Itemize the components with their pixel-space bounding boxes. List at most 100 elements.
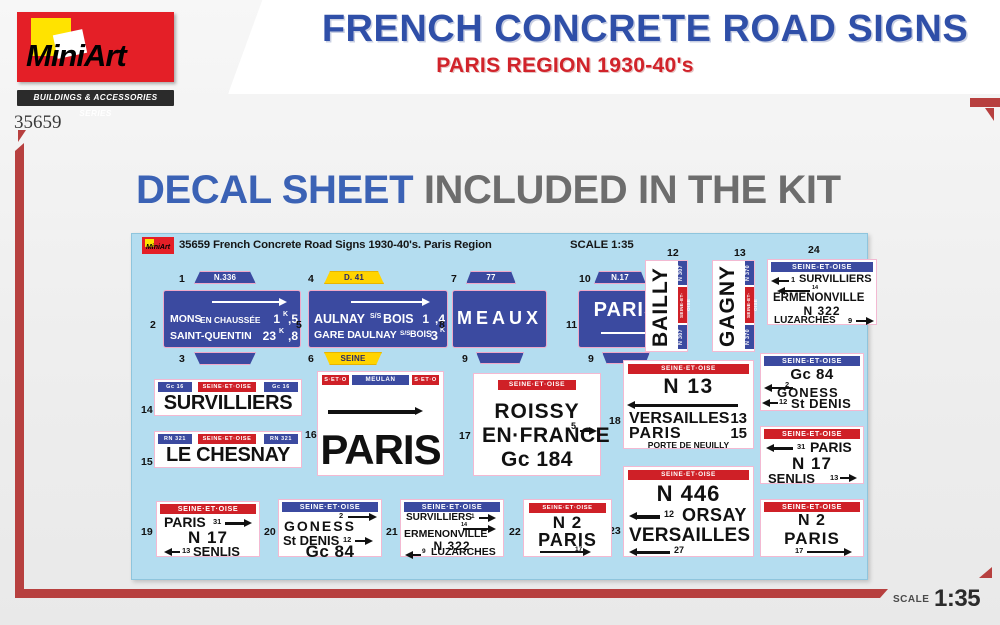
corner-triangle-topleft (18, 130, 26, 142)
sign5-line1-sous: S/S (370, 313, 382, 320)
frame-topright-rule (970, 98, 1000, 107)
decal-sign-22[interactable]: SEINE·ET·OISE N 2 PARIS 17 (523, 499, 612, 557)
logo-wordmark: MiniArt (26, 38, 127, 73)
decal-sign-meaux[interactable]: MEAUX (452, 290, 547, 348)
scale-value: 1:35 (934, 585, 981, 612)
decal-sign-bailly[interactable]: BAILLY N 307 SEINE-ET-OISE N 307 (645, 260, 691, 352)
sign-meaux-text: MEAUX (456, 308, 542, 328)
sheet-scale: SCALE 1:35 (570, 239, 634, 251)
sign-bailly-side-bottom: N 307 (678, 325, 687, 349)
sign27-l1: N 2 (798, 512, 826, 529)
decal-tab-seine[interactable]: SEINE (324, 352, 382, 365)
arrow-left-icon (164, 547, 180, 557)
sign17-d2: 5 (571, 421, 577, 431)
sign16-text: PARIS (320, 426, 441, 473)
sign15-text: LE CHESNAY (165, 444, 291, 466)
sign23-l1: N 446 (656, 481, 721, 506)
item-number-11: 11 (566, 319, 578, 331)
decal-sign-n446-orsay[interactable]: SEINE·ET·OISE N 446 12 ORSAY VERSAILLES … (623, 466, 754, 557)
frame-bottom-rule (15, 589, 875, 598)
decal-sign-20[interactable]: SEINE·ET·OISE 2 GONESS St DENIS 12 Gc 84 (278, 499, 382, 561)
decal-sign-survilliers[interactable]: Gc 16 SEINE·ET·OISE Gc 16 SURVILLIERS (154, 379, 302, 416)
arrow-right-icon (225, 518, 252, 527)
sign16-cap-mid: MEULAN (352, 375, 409, 385)
sign5-line1b: BOIS (383, 312, 414, 326)
header-banner (228, 0, 1000, 94)
page-subtitle: PARIS REGION 1930-40's (436, 54, 694, 77)
sign25-l2: GONESS (777, 385, 839, 400)
decal-sign-le-chesnay[interactable]: RN 321 SEINE·ET·OISE RN 321 LE CHESNAY (154, 431, 302, 468)
item-number-7: 7 (451, 273, 457, 285)
decal-sign-gagny[interactable]: GAGNY N 370 SEINE-ET-OISE N 370 (712, 260, 758, 352)
decal-sign-19[interactable]: SEINE·ET·OISE PARIS 31 N 17 13 SENLIS (156, 501, 260, 559)
sign18-l4: PORTE DE NEUILLY (647, 440, 730, 450)
sign23-d4: 27 (674, 545, 685, 555)
sign2-dist2-frac: ,8 (287, 329, 298, 343)
sign21-l2: ERMENONVILLE (404, 528, 488, 540)
sign20-d2: 12 (343, 535, 352, 544)
decal-sign-21[interactable]: SEINE·ET·OISE SURVILLIERS 1 14 ERMENONVI… (400, 499, 504, 560)
frame-bottomright-bar (860, 589, 888, 598)
sign24-cap: SEINE-ET-OISE (771, 262, 873, 272)
item-number-19: 19 (141, 526, 153, 538)
arrow-left-icon (771, 276, 789, 286)
sign25-cap: SEINE-ET-OISE (764, 356, 860, 366)
sign17-l2: EN·FRANCE (482, 424, 611, 447)
decal-sign-mons-en-chaussee[interactable]: MONS EN CHAUSSÉE 1 K ,5 SAINT-QUENTIN 23… (163, 290, 301, 348)
sign20-l1: GONESS (284, 518, 356, 534)
decal-sign-24[interactable]: SEINE-ET-OISE 1 SURVILLIERS 14 ERMENONVI… (767, 259, 877, 326)
sign19-l2: N 17 (188, 528, 228, 547)
sign22-d3: 17 (575, 546, 583, 553)
arrow-left-icon (629, 548, 670, 555)
sign25-l3: St DENIS (791, 396, 852, 411)
sign2-dist2-unit: K (278, 328, 284, 335)
decal-sign-26[interactable]: SEINE-ET-OISE 31 PARIS N 17 SENLIS 13 (760, 426, 864, 486)
sign2-line2: SAINT-QUENTIN (170, 330, 252, 342)
sign5-line2c: BOIS (410, 329, 433, 339)
sign16-cap-right: S·ET·O (412, 375, 439, 385)
decal-tab-blank-9a[interactable] (476, 352, 524, 364)
miniart-logo: MiniArt (17, 12, 174, 82)
sign21-d1: 1 (471, 513, 475, 520)
item-number-14: 14 (141, 404, 153, 416)
decal-tab-n17[interactable]: N.17 (594, 271, 646, 284)
decal-sign-aulnay-sous-bois[interactable]: AULNAY S/S BOIS 1 ,4 GARE D AULNAY S/S B… (308, 290, 448, 348)
sign15-cap-mid: SEINE·ET·OISE (198, 434, 256, 444)
sign19-d3: 13 (182, 546, 191, 555)
decal-sign-n13-versailles[interactable]: SEINE·ET·OISE N 13 VERSAILLES 13 PARIS 1… (623, 360, 754, 450)
arrow-right-icon (856, 316, 874, 326)
sign19-cap: SEINE·ET·OISE (160, 504, 256, 514)
sign19-l1: PARIS (164, 514, 206, 530)
sign27-cap: SEINE-ET-OISE (764, 502, 860, 512)
decal-tab-blank-3[interactable] (194, 352, 256, 365)
decal-sheet-heading: DECAL SHEET INCLUDED IN THE KIT (136, 168, 896, 213)
sign15-cap-left: RN 321 (158, 434, 192, 444)
decal-sign-roissy[interactable]: SEINE·ET·OISE ROISSY EN·FRANCE 5 Gc 184 (473, 373, 610, 476)
sign5-dist2-unit: K (439, 327, 445, 334)
item-number-13: 13 (734, 247, 746, 259)
item-number-9b: 9 (588, 353, 594, 365)
page-title: FRENCH CONCRETE ROAD SIGNS (321, 8, 969, 50)
item-number-20: 20 (264, 526, 276, 538)
decal-sign-25[interactable]: SEINE-ET-OISE Gc 84 2 GONESS 12 St DENIS (760, 353, 864, 411)
sign25-d3: 12 (779, 397, 788, 406)
item-number-23: 23 (609, 525, 621, 537)
arrow-right-icon (355, 536, 373, 546)
arrow-right-icon (328, 406, 423, 415)
decal-tab-d41[interactable]: D. 41 (324, 271, 384, 284)
sign24-d1: 1 (791, 275, 796, 284)
arrow-right-icon (601, 328, 658, 338)
decal-sign-paris-meulan[interactable]: S·ET·O MEULAN S·ET·O PARIS (317, 371, 444, 476)
sign21-cap: SEINE·ET·OISE (404, 502, 500, 512)
sign23-l3: VERSAILLES (629, 525, 751, 546)
arrow-left-icon (762, 398, 778, 408)
decal-tab-n336[interactable]: N.336 (194, 271, 256, 284)
item-number-1: 1 (179, 273, 185, 285)
item-number-4: 4 (308, 273, 314, 285)
sign21-d2: 14 (461, 522, 468, 528)
decal-sign-27[interactable]: SEINE-ET-OISE N 2 PARIS 17 (760, 499, 864, 557)
sign-bailly-side-top: N 307 (678, 261, 687, 285)
sign2-line1: MONS (170, 313, 202, 325)
sign26-l3: SENLIS (768, 471, 815, 486)
decal-tab-77[interactable]: 77 (466, 271, 516, 284)
